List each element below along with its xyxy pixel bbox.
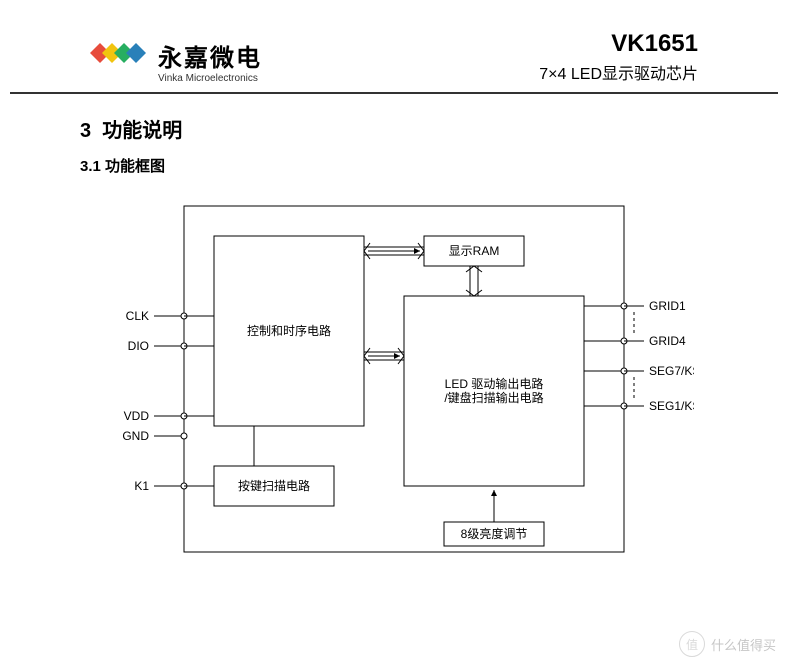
svg-text:DIO: DIO bbox=[128, 339, 149, 353]
svg-text:K1: K1 bbox=[134, 479, 149, 493]
svg-text:SEG1/KS1: SEG1/KS1 bbox=[649, 399, 694, 413]
watermark: 值 什么值得买 bbox=[679, 631, 776, 657]
subsection-heading: 3.1 功能框图 bbox=[80, 155, 708, 176]
svg-text:8级亮度调节: 8级亮度调节 bbox=[461, 526, 528, 541]
svg-text:GRID4: GRID4 bbox=[649, 334, 686, 348]
svg-text:SEG7/KS7: SEG7/KS7 bbox=[649, 364, 694, 378]
svg-text:显示RAM: 显示RAM bbox=[449, 244, 500, 258]
svg-text:控制和时序电路: 控制和时序电路 bbox=[247, 323, 331, 338]
svg-text:VDD: VDD bbox=[124, 409, 150, 423]
watermark-text: 什么值得买 bbox=[711, 635, 776, 654]
svg-text:GND: GND bbox=[122, 429, 149, 443]
section-num: 3 bbox=[80, 120, 91, 142]
svg-text:/键盘扫描输出电路: /键盘扫描输出电路 bbox=[444, 390, 543, 405]
logo: 永嘉微电 Vinka Microelectronics bbox=[90, 38, 262, 84]
doc-subtitle: 7×4 LED显示驱动芯片 bbox=[539, 60, 698, 84]
logo-text-cn: 永嘉微电 bbox=[158, 38, 262, 73]
svg-text:按键扫描电路: 按键扫描电路 bbox=[238, 478, 310, 493]
section-title: 功能说明 bbox=[102, 120, 182, 142]
section-body: 3 功能说明 3.1 功能框图 控制和时序电路 显示RAM LED 驱动输出电路/键… bbox=[0, 94, 788, 576]
subsection-title: 功能框图 bbox=[105, 158, 165, 175]
doc-title: VK1651 7×4 LED显示驱动芯片 bbox=[539, 30, 698, 84]
svg-text:CLK: CLK bbox=[126, 309, 149, 323]
logo-text-en: Vinka Microelectronics bbox=[158, 73, 262, 84]
watermark-icon: 值 bbox=[679, 631, 705, 657]
subsection-num: 3.1 bbox=[80, 158, 101, 175]
logo-icon bbox=[90, 41, 150, 81]
section-heading: 3 功能说明 bbox=[80, 114, 708, 143]
page-header: 永嘉微电 Vinka Microelectronics VK1651 7×4 L… bbox=[10, 0, 778, 94]
svg-text:GRID1: GRID1 bbox=[649, 299, 686, 313]
block-diagram: 控制和时序电路 显示RAM LED 驱动输出电路/键盘扫描输出电路按键扫描电路 8级亮… bbox=[94, 196, 694, 576]
part-number: VK1651 bbox=[539, 30, 698, 58]
svg-text:LED 驱动输出电路: LED 驱动输出电路 bbox=[445, 376, 544, 391]
